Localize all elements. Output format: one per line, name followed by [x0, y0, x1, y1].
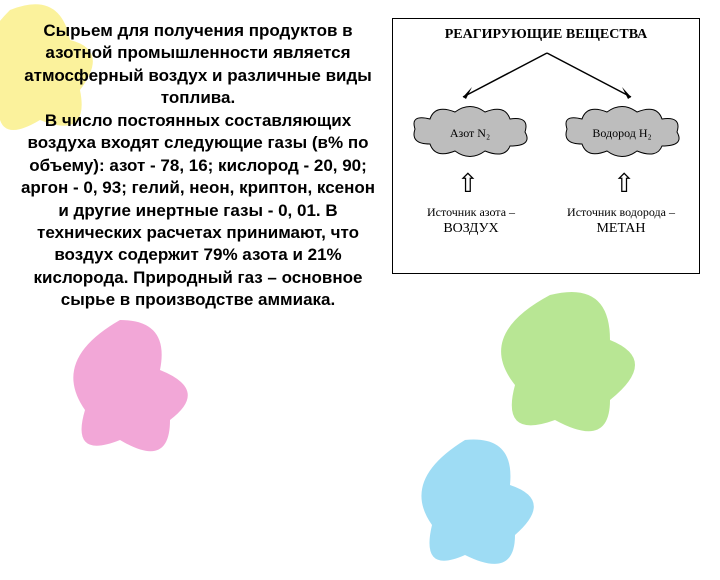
nitrogen-label: Азот N₂ [405, 126, 535, 141]
hydrogen-source: Источник водорода – МЕТАН [551, 205, 691, 238]
hydrogen-label: Водород H₂ [557, 126, 687, 141]
up-arrow-icon: ⇧ [457, 169, 479, 199]
paragraph-2: В число постоянных составляющих воздуха … [18, 110, 378, 312]
decor-blob [490, 280, 670, 460]
nitrogen-source: Источник азота – ВОЗДУХ [401, 205, 541, 238]
source-top: Источник водорода – [551, 205, 691, 220]
decor-blob [410, 430, 560, 580]
paragraph-1: Сырьем для получения продуктов в азотной… [18, 20, 378, 110]
nitrogen-cloud: Азот N₂ [405, 104, 535, 164]
split-arrows [393, 47, 699, 107]
source-top: Источник азота – [401, 205, 541, 220]
diagram-title: РЕАГИРУЮЩИЕ ВЕЩЕСТВА [393, 27, 699, 43]
decor-blob [60, 310, 220, 470]
up-arrow-icon: ⇧ [613, 169, 635, 199]
body-text: Сырьем для получения продуктов в азотной… [18, 20, 378, 312]
hydrogen-cloud: Водород H₂ [557, 104, 687, 164]
source-main: МЕТАН [551, 220, 691, 238]
source-main: ВОЗДУХ [401, 220, 541, 238]
reagents-diagram: РЕАГИРУЮЩИЕ ВЕЩЕСТВА Азот N₂ Водород H₂ … [392, 18, 700, 274]
